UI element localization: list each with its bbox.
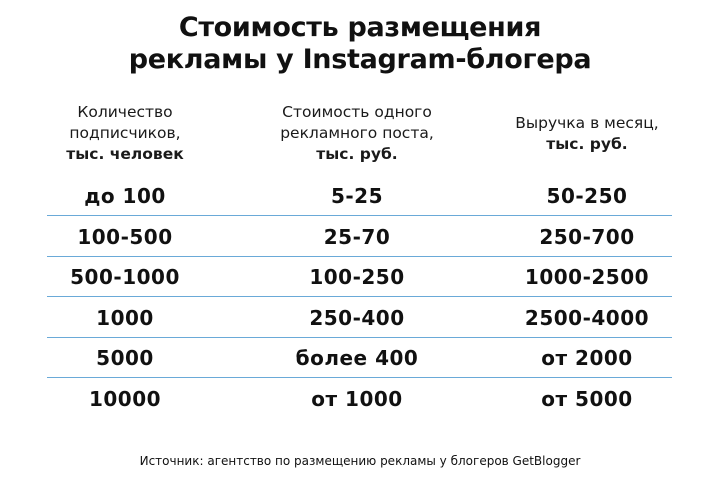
revenue-cell: 50-250 bbox=[546, 184, 628, 208]
table-row: до 100 5-25 50-250 bbox=[47, 176, 672, 216]
row-divider bbox=[47, 336, 672, 338]
revenue-cell: от 5000 bbox=[541, 387, 633, 411]
subscribers-cell: 100-500 bbox=[77, 224, 173, 249]
subscribers-cell: 500-1000 bbox=[70, 265, 180, 290]
title-line-1: Стоимость размещения bbox=[178, 12, 542, 43]
table-row: 1000 250-400 2500-4000 bbox=[47, 298, 672, 338]
revenue-cell: 1000-2500 bbox=[524, 265, 650, 290]
post-cost-cell: 25-70 bbox=[323, 224, 391, 249]
header-line: Количество bbox=[77, 103, 173, 121]
header-unit: тыс. руб. bbox=[316, 145, 398, 163]
post-cost-cell: 100-250 bbox=[309, 265, 405, 290]
post-cost-cell: 250-400 bbox=[309, 305, 405, 330]
row-divider bbox=[47, 255, 672, 257]
subscribers-cell: до 100 bbox=[84, 184, 166, 208]
row-divider bbox=[47, 296, 672, 298]
row-divider bbox=[47, 215, 672, 216]
column-header-subscribers: Количество подписчиков, тыс. человек bbox=[10, 102, 240, 165]
row-divider bbox=[47, 377, 672, 379]
revenue-cell: от 2000 bbox=[541, 346, 633, 371]
header-unit: тыс. человек bbox=[66, 145, 184, 163]
header-line: подписчиков, bbox=[69, 124, 181, 142]
column-header-post-cost: Стоимость одного рекламного поста, тыс. … bbox=[242, 102, 472, 165]
title-line-2: рекламы у Instagram-блогера bbox=[128, 44, 592, 75]
source-note: Источник: агентство по размещению реклам… bbox=[139, 454, 581, 468]
table-row: 100-500 25-70 250-700 bbox=[47, 217, 672, 257]
post-cost-cell: более 400 bbox=[295, 346, 419, 371]
subscribers-cell: 1000 bbox=[96, 305, 154, 330]
header-line: Стоимость одного bbox=[282, 103, 432, 121]
table-row: 10000 от 1000 от 5000 bbox=[47, 379, 672, 419]
header-line: Выручка в месяц, bbox=[515, 114, 659, 132]
table-row: 500-1000 100-250 1000-2500 bbox=[47, 257, 672, 297]
header-line: рекламного поста, bbox=[280, 124, 434, 142]
revenue-cell: 2500-4000 bbox=[524, 305, 650, 330]
post-cost-cell: 5-25 bbox=[330, 184, 384, 208]
revenue-cell: 250-700 bbox=[539, 224, 635, 249]
table-row: 5000 более 400 от 2000 bbox=[47, 338, 672, 378]
column-header-revenue: Выручка в месяц, тыс. руб. bbox=[472, 113, 702, 155]
subscribers-cell: 10000 bbox=[88, 387, 162, 411]
header-unit: тыс. руб. bbox=[546, 135, 628, 153]
subscribers-cell: 5000 bbox=[96, 346, 154, 371]
post-cost-cell: от 1000 bbox=[311, 387, 403, 411]
